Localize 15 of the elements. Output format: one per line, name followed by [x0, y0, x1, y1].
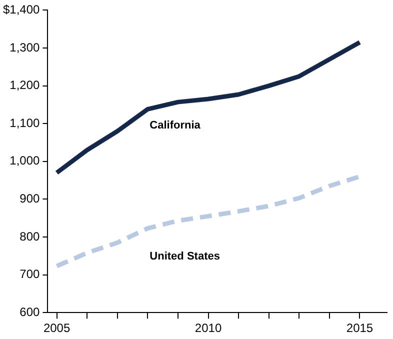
y-tick-label: 1,200 [10, 78, 40, 92]
y-tick-label: 700 [20, 267, 40, 282]
y-tick-label: 1,100 [10, 116, 40, 130]
x-tick-label: 2015 [346, 321, 374, 336]
y-tick-label: $1,400 [3, 2, 40, 17]
x-tick-label: 2005 [43, 321, 70, 336]
series-label: California [150, 119, 202, 132]
y-tick-label: 900 [20, 192, 40, 206]
y-tick-label: 600 [20, 304, 40, 319]
line-series [54, 174, 362, 268]
series-label: United States [150, 250, 220, 262]
x-tick-label: 2010 [194, 321, 222, 336]
y-tick-label: 1,300 [10, 40, 40, 54]
y-tick-label: 800 [20, 229, 40, 244]
y-tick-label: 1,000 [10, 154, 40, 168]
